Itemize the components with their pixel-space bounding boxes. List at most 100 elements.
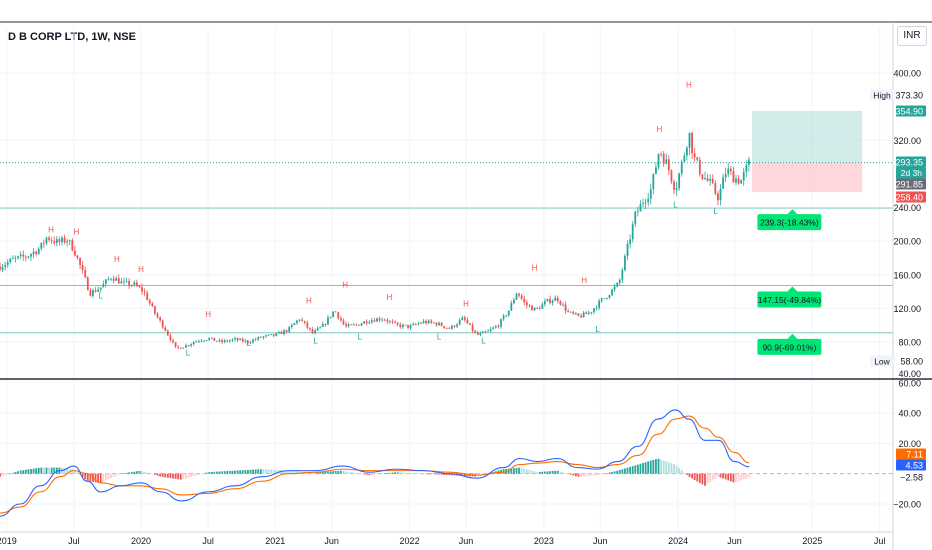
candle-body	[53, 240, 56, 244]
histogram-bar	[430, 473, 433, 475]
candle-body	[649, 189, 652, 199]
candle-body	[249, 342, 252, 344]
histogram-bar	[461, 473, 464, 476]
histogram-bar	[241, 470, 244, 474]
histogram-bar	[706, 473, 709, 485]
histogram-bar	[722, 473, 724, 479]
candle-body	[577, 313, 580, 316]
histogram-bar	[559, 471, 562, 474]
candle-body	[655, 167, 657, 174]
candle-body	[543, 301, 546, 305]
histogram-bar	[347, 471, 350, 474]
currency-button[interactable]: INR	[897, 26, 927, 46]
histogram-bar	[231, 470, 234, 474]
histogram-bar	[324, 471, 327, 474]
candle-body	[48, 237, 50, 240]
axis-sublabel-bg	[896, 167, 926, 179]
candle-body	[443, 326, 446, 328]
histogram-bar	[128, 472, 131, 474]
histogram-bar	[562, 472, 564, 474]
histogram-bar	[381, 473, 384, 475]
histogram-bar	[577, 473, 580, 477]
histogram-bar	[213, 471, 216, 474]
candle-body	[102, 283, 105, 288]
histogram-bar	[187, 473, 190, 478]
pivot-low-label: L	[437, 332, 442, 341]
candle-body	[528, 305, 531, 307]
histogram-bar	[572, 473, 575, 476]
candle-body	[711, 179, 714, 184]
candle-body	[332, 311, 335, 317]
candle-body	[414, 323, 417, 325]
candle-body	[321, 323, 324, 327]
histogram-bar	[73, 470, 76, 474]
histogram-bar	[365, 473, 368, 475]
histogram-bar	[600, 473, 603, 475]
candle-body	[339, 318, 342, 321]
axis-label: 293.35	[895, 158, 923, 168]
histogram-bar	[156, 473, 159, 476]
histogram-bar	[252, 469, 254, 474]
pivot-high-label: H	[205, 310, 211, 319]
candle-body	[61, 237, 63, 243]
support-levels	[0, 162, 893, 334]
candle-body	[262, 336, 265, 338]
candle-body	[298, 319, 301, 321]
candle-body	[293, 323, 296, 326]
axis-label: 58.00	[900, 357, 923, 367]
candle-body	[236, 338, 239, 341]
histogram-bar	[737, 473, 740, 482]
candle-body	[123, 280, 125, 282]
histogram-bar	[445, 473, 448, 476]
candle-body	[9, 258, 12, 263]
histogram-bar	[208, 472, 211, 474]
support-badge	[757, 291, 822, 308]
candle-body	[396, 322, 399, 325]
axis-label: 258.40	[895, 193, 923, 203]
histogram-bar	[569, 473, 572, 475]
candle-body	[146, 292, 149, 301]
candle-body	[466, 319, 469, 324]
histogram-bar	[6, 473, 9, 475]
candle-body	[275, 333, 278, 336]
axis-label: 7.11	[906, 450, 923, 460]
price-tick-label: 200.00	[893, 237, 921, 247]
histogram-bar	[742, 473, 745, 480]
histogram-bar	[407, 472, 409, 474]
histogram-bar	[698, 473, 701, 483]
candle-body	[110, 278, 112, 280]
time-tick-label: Jul	[202, 536, 214, 546]
candle-body	[476, 332, 479, 335]
pivot-high-label: H	[342, 280, 348, 289]
pivot-high-label: H	[463, 300, 469, 309]
histogram-bar	[319, 471, 322, 474]
histogram-bar	[99, 473, 102, 483]
histogram-bar	[463, 473, 466, 477]
time-tick-label: 2019	[0, 536, 17, 546]
histogram-bar	[680, 470, 683, 474]
candle-body	[735, 178, 737, 183]
candle-body	[138, 285, 141, 288]
price-tick-label: 160.00	[893, 270, 921, 280]
candle-body	[701, 174, 704, 180]
histogram-bar	[190, 473, 192, 477]
histogram-bar	[636, 464, 639, 474]
candle-body	[172, 340, 174, 343]
histogram-bar	[688, 473, 691, 478]
histogram-bar	[649, 460, 652, 474]
histogram-bar	[453, 473, 456, 476]
histogram-bar	[50, 467, 53, 474]
candle-body	[740, 180, 743, 184]
histogram-bar	[735, 473, 737, 483]
candle-body	[342, 320, 345, 325]
histogram-bar	[639, 463, 642, 474]
histogram-bar	[660, 459, 662, 474]
histogram-bar	[621, 469, 624, 474]
histogram-bar	[43, 467, 45, 474]
candle-body	[631, 224, 634, 240]
axis-caption: High	[873, 91, 891, 101]
histogram-bar	[414, 473, 417, 474]
histogram-bar	[541, 471, 544, 474]
candle-body	[187, 345, 190, 347]
